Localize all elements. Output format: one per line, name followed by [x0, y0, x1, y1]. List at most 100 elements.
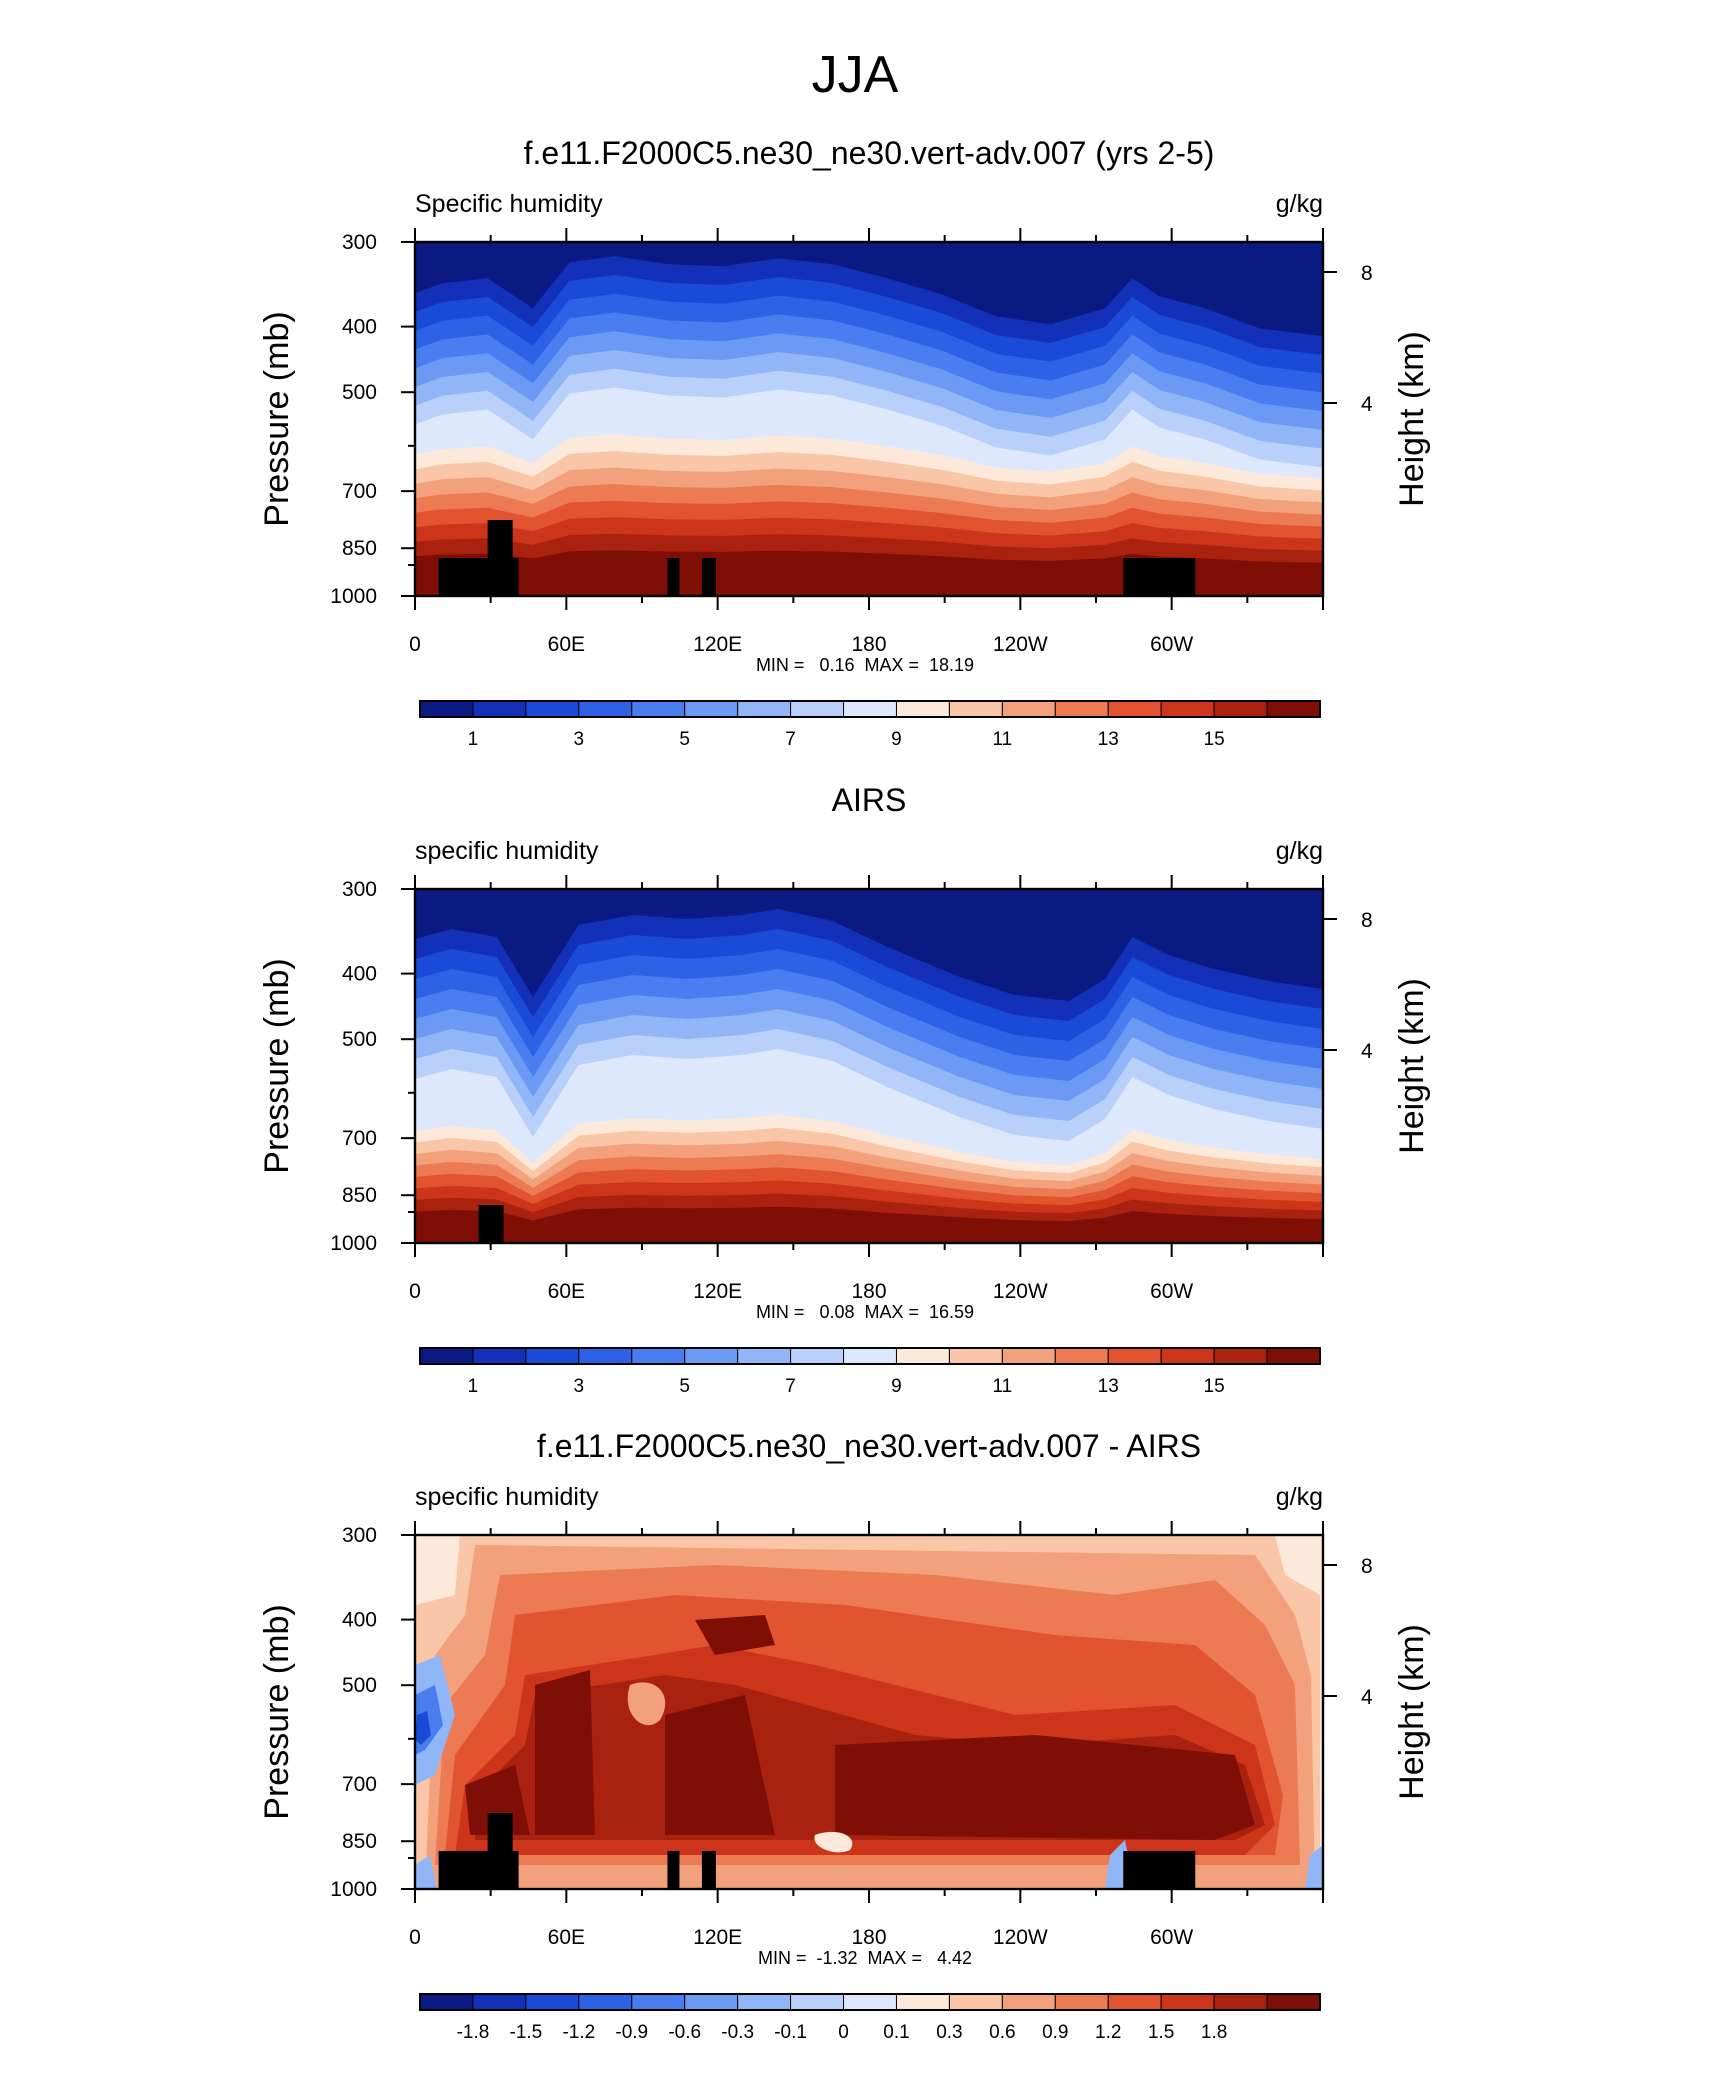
topography-mask — [487, 520, 513, 596]
colorbar-label: 1.2 — [1095, 2022, 1121, 2043]
right-axis-label: Height (km) — [1393, 978, 1431, 1154]
colorbar-swatch — [1266, 1993, 1321, 2011]
y-tick-label: 1000 — [330, 585, 377, 608]
contour-field — [415, 242, 1323, 596]
colorbar-label: 0.6 — [989, 2022, 1015, 2043]
colorbar-label: -0.3 — [721, 2022, 754, 2043]
page-title: JJA — [812, 46, 899, 104]
x-tick-label: 120E — [693, 1926, 742, 1949]
colorbar-swatch — [1160, 1993, 1215, 2011]
colorbar-swatch — [737, 1347, 792, 1365]
colorbar-swatch — [1107, 1347, 1162, 1365]
colorbar-label: 11 — [992, 1376, 1012, 1397]
panel-title: f.e11.F2000C5.ne30_ne30.vert-adv.007 - A… — [537, 1428, 1201, 1464]
colorbar-swatch — [737, 700, 792, 718]
colorbar-frame — [419, 1347, 1321, 1365]
colorbar-label: 13 — [1098, 729, 1119, 750]
variable-label: specific humidity — [415, 837, 599, 865]
height-tick-label: 4 — [1361, 1686, 1373, 1709]
topography-mask — [478, 1205, 504, 1243]
colorbar-swatch — [843, 1993, 897, 2011]
colorbar-swatch — [1160, 700, 1215, 718]
colorbar-label: -0.6 — [668, 2022, 701, 2043]
colorbar-swatch — [1054, 700, 1109, 718]
contour-field — [415, 889, 1323, 1243]
x-tick-label: 180 — [851, 633, 886, 656]
colorbar-label: 7 — [785, 729, 796, 750]
x-tick-label: 120W — [993, 633, 1048, 656]
y-tick-label: 850 — [342, 1184, 377, 1207]
contour-band — [627, 1682, 666, 1726]
contour-band — [415, 889, 1323, 1001]
colorbar-frame — [419, 700, 1321, 718]
colorbar-label: 15 — [1204, 729, 1225, 750]
min-max-label: MIN = -1.32 MAX = 4.42 — [758, 1948, 972, 1968]
height-tick-label: 4 — [1361, 1040, 1373, 1063]
contour-band — [835, 1735, 1255, 1840]
right-axis-label: Height (km) — [1393, 1624, 1431, 1800]
colorbar-frame — [419, 1993, 1321, 2011]
colorbar-swatch — [737, 1993, 792, 2011]
colorbar-swatch — [1054, 1993, 1109, 2011]
plot-panel-1: 0 60E 120E 180 120W 60W 300 400 500 700 850 1000 8 4 f… — [258, 135, 1431, 750]
x-tick-label: 60W — [1150, 633, 1193, 656]
x-tick-label: 0 — [409, 633, 421, 656]
colorbar-swatch — [419, 1993, 474, 2011]
x-tick-label: 120W — [993, 1280, 1048, 1303]
contour-field — [415, 1535, 1323, 1889]
colorbar-swatch — [1213, 1993, 1268, 2011]
contour-band — [465, 1765, 530, 1835]
units-label: g/kg — [1276, 837, 1323, 865]
variable-label: specific humidity — [415, 1483, 599, 1511]
colorbar-swatch — [684, 1347, 739, 1365]
colorbar-label: 7 — [785, 1376, 796, 1397]
contour-band — [415, 1855, 437, 1889]
topography-mask — [487, 1813, 513, 1889]
y-tick-label: 500 — [342, 381, 377, 404]
colorbar-swatch — [578, 1347, 633, 1365]
colorbar-label: -0.9 — [615, 2022, 648, 2043]
y-tick-label: 400 — [342, 1609, 377, 1632]
colorbar-label: -1.5 — [510, 2022, 543, 2043]
y-tick-label: 850 — [342, 537, 377, 560]
colorbar-label: 0.3 — [936, 2022, 962, 2043]
colorbar: -1.8 -1.5 -1.2 -0.9 -0.6 -0.3 -0.1 0 0.1 0.3 0.6 0.… — [419, 1993, 1321, 2043]
colorbar-swatch — [525, 700, 580, 718]
y-tick-label: 500 — [342, 1028, 377, 1051]
colorbar-swatch — [578, 1993, 633, 2011]
colorbar-label: 1.5 — [1148, 2022, 1174, 2043]
colorbar-swatch — [419, 1347, 474, 1365]
x-tick-label: 120E — [693, 1280, 742, 1303]
colorbar-label: 0.1 — [883, 2022, 909, 2043]
y-tick-label: 850 — [342, 1830, 377, 1853]
y-axis-label: Pressure (mb) — [258, 311, 296, 526]
colorbar-swatch — [895, 700, 950, 718]
colorbar-swatch — [1001, 700, 1056, 718]
topography-mask — [667, 1851, 680, 1889]
contour-band — [535, 1670, 595, 1835]
colorbar-label: 13 — [1098, 1376, 1119, 1397]
x-tick-label: 60W — [1150, 1280, 1193, 1303]
x-tick-label: 180 — [851, 1280, 886, 1303]
contour-band — [415, 242, 1323, 337]
colorbar-swatch — [631, 700, 686, 718]
colorbar-swatch — [631, 1993, 686, 2011]
contour-band — [814, 1831, 853, 1853]
colorbar-swatch — [1107, 1993, 1162, 2011]
y-tick-label: 1000 — [330, 1232, 377, 1255]
y-tick-label: 400 — [342, 963, 377, 986]
y-tick-label: 400 — [342, 316, 377, 339]
height-tick-label: 8 — [1361, 262, 1373, 285]
colorbar-swatch — [525, 1993, 580, 2011]
topography-mask — [701, 558, 716, 596]
colorbar-swatch — [895, 1347, 950, 1365]
colorbar-swatch — [790, 1993, 845, 2011]
colorbar-swatch — [843, 1347, 897, 1365]
contour-band — [1305, 1845, 1323, 1889]
height-tick-label: 8 — [1361, 1555, 1373, 1578]
colorbar-swatch — [1054, 1347, 1109, 1365]
x-tick-label: 60W — [1150, 1926, 1193, 1949]
contour-band — [415, 1206, 1323, 1243]
colorbar-swatch — [948, 700, 1003, 718]
